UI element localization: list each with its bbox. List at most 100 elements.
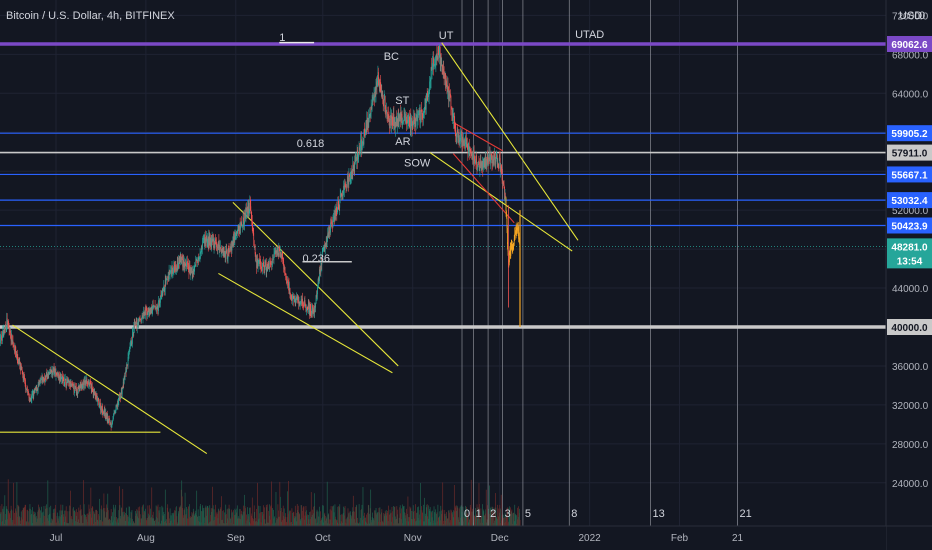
candle-body	[369, 114, 371, 117]
volume-bar	[249, 522, 251, 526]
volume-bar	[70, 490, 71, 526]
candle-body	[6, 318, 8, 327]
candle-body	[466, 137, 467, 147]
volume-bar	[374, 510, 375, 526]
candle-body	[74, 391, 75, 393]
price-axis[interactable]	[886, 0, 932, 550]
candle-body	[395, 122, 397, 125]
candle-body	[99, 406, 100, 408]
candle-body	[431, 66, 432, 70]
volume-bar	[288, 480, 289, 526]
volume-bar	[82, 522, 84, 526]
candle-body	[52, 369, 54, 375]
volume-bar	[430, 522, 431, 526]
currency-label[interactable]: USD	[899, 10, 922, 22]
volume-bar	[304, 519, 305, 526]
candle-body	[119, 394, 121, 400]
volume-bar	[163, 511, 165, 526]
volume-bar	[177, 511, 179, 526]
candle-body	[455, 135, 457, 138]
volume-bar	[35, 516, 37, 526]
candle-body	[213, 241, 215, 248]
candle-body	[272, 258, 274, 260]
candle-body	[201, 245, 203, 250]
candle-body	[278, 254, 279, 255]
candle-body	[176, 268, 178, 270]
candle-body	[208, 235, 210, 242]
volume-bar	[113, 504, 114, 526]
volume-bar	[235, 512, 237, 526]
volume-bar	[271, 481, 272, 526]
candle-body	[223, 251, 225, 255]
volume-bar	[301, 505, 302, 526]
candle-body	[308, 304, 310, 306]
volume-bar	[355, 522, 357, 526]
volume-bar	[291, 521, 292, 526]
candle-body	[121, 390, 123, 394]
candle-body	[316, 293, 318, 297]
volume-bar	[237, 516, 239, 526]
volume-bar	[329, 509, 331, 526]
volume-bar	[25, 504, 26, 526]
volume-bar	[489, 485, 490, 526]
volume-bar	[8, 511, 10, 526]
candle-body	[182, 259, 184, 266]
volume-bar	[273, 517, 275, 526]
candle-body	[463, 140, 465, 146]
candle-body	[217, 246, 219, 249]
candle-body	[81, 383, 83, 389]
candle-body	[387, 115, 389, 119]
volume-bar	[139, 506, 141, 526]
volume-bar	[134, 522, 136, 526]
candle-body	[363, 142, 364, 144]
candle-body	[503, 184, 505, 189]
volume-bar	[69, 505, 70, 526]
candle-body	[38, 383, 39, 385]
candle-body	[461, 135, 463, 142]
candle-body	[220, 246, 221, 248]
candle-body	[149, 308, 151, 314]
candle-body	[142, 315, 143, 318]
candle-body	[51, 370, 53, 373]
volume-bar	[156, 506, 158, 526]
volume-bar	[90, 517, 92, 526]
candle-body	[177, 257, 178, 270]
volume-bar	[352, 495, 354, 526]
candle-body	[91, 386, 93, 390]
volume-bar	[453, 517, 455, 526]
volume-bar	[256, 508, 257, 526]
volume-bar	[485, 509, 487, 526]
volume-bar	[241, 510, 242, 526]
candle-body	[170, 270, 171, 273]
volume-bar	[167, 504, 169, 526]
volume-bar	[421, 510, 423, 526]
volume-bar	[135, 513, 137, 526]
candle-body	[477, 167, 478, 169]
time-axis[interactable]	[0, 526, 886, 550]
candle-body	[105, 416, 106, 418]
volume-bar	[438, 517, 439, 526]
volume-bar	[186, 508, 188, 526]
volume-bar	[251, 513, 253, 526]
volume-bar	[349, 519, 350, 526]
price-badge-label: 55667.1	[891, 170, 928, 181]
volume-bar	[387, 510, 388, 526]
volume-bar	[457, 519, 459, 526]
volume-bar	[138, 518, 140, 526]
candle-body	[499, 156, 501, 157]
candle-body	[7, 321, 9, 327]
candle-body	[35, 386, 37, 390]
volume-bar	[287, 491, 288, 526]
candle-body	[211, 238, 213, 241]
volume-bar	[109, 518, 111, 526]
candle-body	[57, 371, 58, 375]
volume-bar	[299, 519, 301, 526]
volume-bar	[344, 506, 346, 526]
candle-body	[319, 269, 320, 282]
candle-body	[193, 267, 195, 275]
volume-bar	[466, 508, 468, 526]
volume-bar	[410, 510, 412, 526]
candle-body	[459, 140, 461, 142]
volume-bar	[339, 514, 341, 526]
